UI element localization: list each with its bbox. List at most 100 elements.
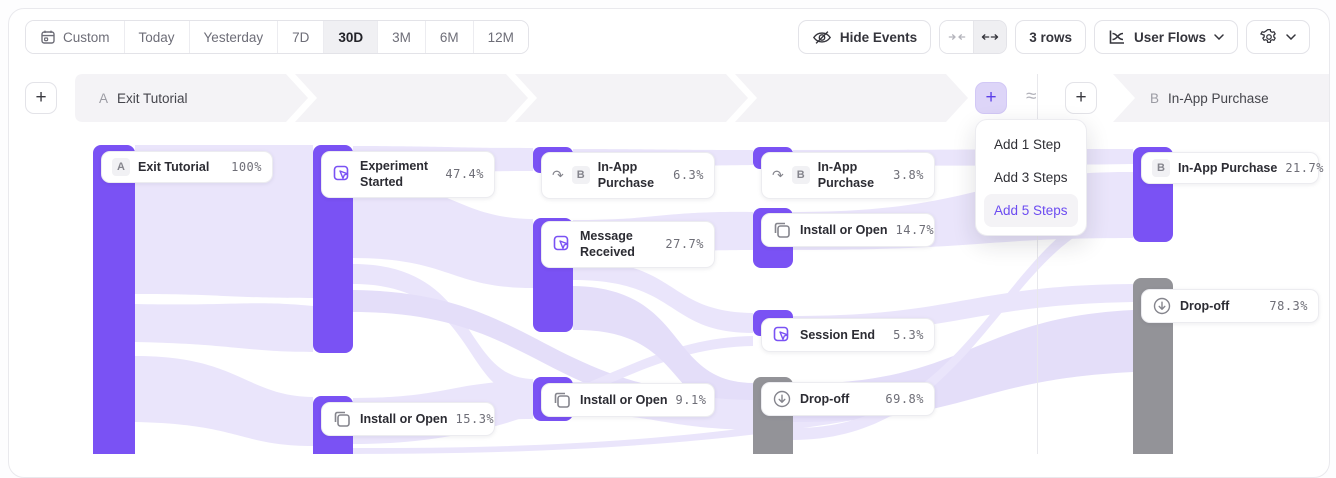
node-title: Drop-off [800, 391, 850, 406]
node-card-drop-off-2[interactable]: Drop-off 78.3% [1141, 289, 1319, 323]
app-open-icon [332, 409, 352, 429]
node-percent: 9.1% [675, 393, 707, 407]
date-range-label: 6M [439, 29, 459, 45]
event-click-icon [772, 325, 792, 345]
node-percent: 47.4% [445, 167, 484, 182]
node-percent: 78.3% [1269, 299, 1308, 313]
menu-item-label: Add 3 Steps [994, 170, 1068, 185]
dropoff-icon [1152, 296, 1172, 316]
settings-button[interactable] [1246, 20, 1310, 54]
node-percent: 21.7% [1285, 161, 1324, 175]
view-selector-label: User Flows [1133, 29, 1206, 45]
node-title: In-App Purchase [817, 160, 875, 191]
letter-badge: B [571, 166, 590, 185]
flow-b-letter: B [1150, 90, 1160, 106]
app-open-icon [772, 220, 792, 240]
node-card-install-or-open-1[interactable]: Install or Open 15.3% [321, 402, 495, 436]
column-width-toggle [939, 20, 1008, 54]
jump-arrow-icon: ↷ [772, 167, 784, 184]
date-range-selector: Custom Today Yesterday 7D 30D 3M 6M 12M [25, 20, 529, 54]
date-range-12m[interactable]: 12M [473, 21, 528, 53]
node-card-install-or-open-3[interactable]: Install or Open 14.7% [761, 213, 935, 247]
node-title: In-App Purchase [1178, 160, 1278, 175]
node-card-drop-off-1[interactable]: Drop-off 69.8% [761, 382, 935, 416]
flow-b-header[interactable]: B In-App Purchase [1150, 74, 1269, 122]
node-bar-exit-tutorial[interactable] [93, 145, 135, 454]
node-title: In-App Purchase [597, 160, 655, 191]
date-range-3m[interactable]: 3M [378, 21, 426, 53]
node-percent: 100% [231, 160, 262, 174]
flow-divider-line [1037, 74, 1038, 454]
rows-button[interactable]: 3 rows [1015, 20, 1086, 54]
node-percent: 6.3% [673, 168, 704, 183]
node-title: Exit Tutorial [138, 159, 210, 174]
chevron-down-icon [1214, 34, 1224, 40]
eye-off-icon [812, 30, 832, 45]
date-range-label: Yesterday [203, 29, 264, 45]
node-card-exit-tutorial[interactable]: A Exit Tutorial 100% [101, 151, 273, 183]
hide-events-button[interactable]: Hide Events [797, 20, 932, 54]
date-range-label: 7D [292, 29, 310, 45]
node-card-in-app-purchase-b[interactable]: B In-App Purchase 21.7% [1141, 152, 1323, 184]
dropoff-icon [772, 389, 792, 409]
date-range-label: 30D [338, 29, 364, 45]
date-range-label: 12M [487, 29, 514, 45]
node-percent: 5.3% [893, 328, 924, 342]
jump-arrow-icon: ↷ [552, 167, 564, 184]
menu-item-add-3-steps[interactable]: Add 3 Steps [984, 161, 1078, 194]
node-title: Message Received [580, 229, 635, 260]
collapse-columns-icon[interactable] [940, 21, 974, 53]
menu-item-add-1-step[interactable]: Add 1 Step [984, 128, 1078, 161]
calendar-icon [40, 29, 56, 45]
date-range-yesterday[interactable]: Yesterday [189, 21, 279, 53]
flow-a-header[interactable]: A Exit Tutorial [99, 74, 188, 122]
node-percent: 15.3% [455, 412, 495, 426]
app-open-icon [552, 390, 572, 410]
menu-item-label: Add 5 Steps [994, 203, 1068, 218]
date-range-7d[interactable]: 7D [278, 21, 325, 53]
expand-columns-icon[interactable] [973, 21, 1007, 53]
node-title: Install or Open [800, 222, 888, 237]
letter-badge: A [112, 158, 130, 176]
rows-label: 3 rows [1029, 29, 1072, 45]
plus-icon: + [35, 87, 47, 108]
node-title: Install or Open [580, 392, 668, 407]
hide-events-label: Hide Events [839, 29, 918, 45]
node-percent: 69.8% [885, 392, 924, 406]
date-range-label: Today [138, 29, 175, 45]
view-selector-button[interactable]: User Flows [1093, 20, 1238, 54]
date-range-label: Custom [63, 29, 110, 45]
flow-a-letter: A [99, 90, 109, 106]
node-card-in-app-purchase-2[interactable]: ↷ B In-App Purchase 3.8% [761, 152, 935, 199]
toolbar-right: Hide Events 3 rows User Flows [797, 20, 1310, 54]
flow-step-band [75, 74, 1329, 122]
date-range-custom[interactable]: Custom [26, 21, 125, 53]
gear-icon [1260, 28, 1278, 46]
event-click-icon [332, 164, 352, 184]
letter-badge: B [1152, 159, 1170, 177]
add-step-button-active[interactable]: + [975, 82, 1007, 114]
node-title: Install or Open [360, 411, 448, 426]
menu-item-add-5-steps[interactable]: Add 5 Steps [984, 194, 1078, 227]
event-click-icon [552, 234, 572, 254]
node-card-install-or-open-2[interactable]: Install or Open 9.1% [541, 383, 715, 417]
chevron-down-icon [1286, 34, 1296, 40]
node-percent: 3.8% [893, 168, 924, 183]
add-step-left-button[interactable]: + [25, 82, 57, 114]
node-card-in-app-purchase-1[interactable]: ↷ B In-App Purchase 6.3% [541, 152, 715, 199]
date-range-6m[interactable]: 6M [425, 21, 474, 53]
node-percent: 14.7% [895, 223, 935, 237]
node-card-experiment-started[interactable]: Experiment Started 47.4% [321, 151, 495, 198]
node-title: Session End [800, 327, 876, 342]
node-percent: 27.7% [665, 237, 704, 252]
plus-icon: + [1075, 87, 1087, 108]
add-step-flow-b-button[interactable]: + [1065, 82, 1097, 114]
flow-b-name: In-App Purchase [1168, 90, 1269, 106]
date-range-30d[interactable]: 30D [324, 21, 379, 53]
add-step-menu: Add 1 Step Add 3 Steps Add 5 Steps [975, 119, 1087, 236]
date-range-today[interactable]: Today [124, 21, 190, 53]
node-card-message-received[interactable]: Message Received 27.7% [541, 221, 715, 268]
node-title: Experiment Started [360, 159, 429, 190]
flows-chart-icon [1108, 29, 1126, 45]
node-card-session-end[interactable]: Session End 5.3% [761, 318, 935, 352]
